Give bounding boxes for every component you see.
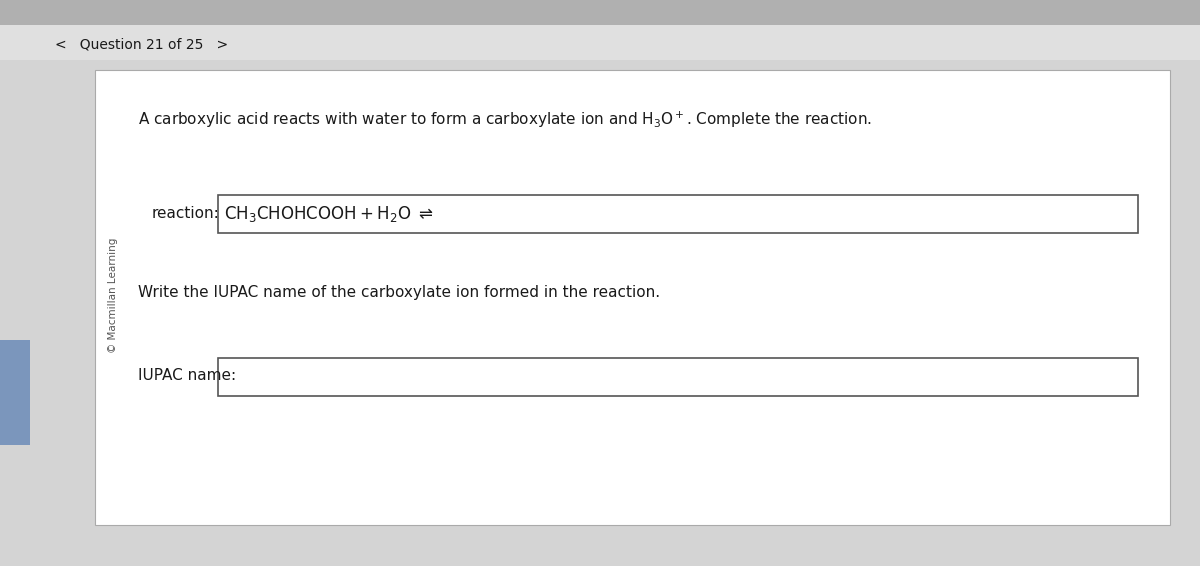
FancyBboxPatch shape [218, 358, 1138, 396]
Text: Write the IUPAC name of the carboxylate ion formed in the reaction.: Write the IUPAC name of the carboxylate … [138, 285, 660, 300]
Text: reaction:: reaction: [152, 205, 220, 221]
Text: <   Question 21 of 25   >: < Question 21 of 25 > [55, 37, 228, 51]
FancyBboxPatch shape [0, 60, 1200, 566]
FancyBboxPatch shape [0, 25, 1200, 60]
FancyBboxPatch shape [0, 0, 1200, 25]
FancyBboxPatch shape [95, 70, 1170, 525]
FancyBboxPatch shape [0, 340, 30, 445]
Text: © Macmillan Learning: © Macmillan Learning [108, 237, 118, 353]
Text: $\mathregular{CH_3CHOHCOOH + H_2O}$ $\rightleftharpoons$: $\mathregular{CH_3CHOHCOOH + H_2O}$ $\ri… [224, 204, 434, 224]
Text: A carboxylic acid reacts with water to form a carboxylate ion and $\mathregular{: A carboxylic acid reacts with water to f… [138, 110, 872, 130]
Text: IUPAC name:: IUPAC name: [138, 367, 236, 383]
FancyBboxPatch shape [218, 195, 1138, 233]
